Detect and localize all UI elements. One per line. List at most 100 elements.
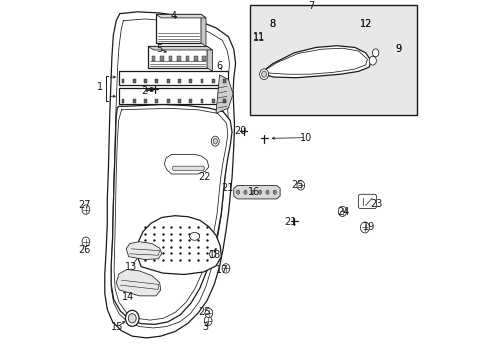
Polygon shape: [148, 46, 212, 50]
Polygon shape: [111, 104, 231, 324]
Polygon shape: [144, 99, 147, 103]
Polygon shape: [177, 57, 181, 60]
Polygon shape: [133, 79, 135, 83]
Polygon shape: [156, 14, 205, 18]
Polygon shape: [144, 79, 147, 83]
Polygon shape: [185, 57, 189, 60]
Text: 7: 7: [308, 1, 314, 12]
Text: 1: 1: [97, 82, 103, 92]
Text: 25: 25: [290, 180, 303, 190]
Ellipse shape: [82, 205, 90, 214]
FancyBboxPatch shape: [358, 194, 376, 208]
Ellipse shape: [222, 264, 229, 273]
Polygon shape: [200, 99, 203, 103]
Polygon shape: [166, 99, 169, 103]
Text: 15: 15: [110, 322, 123, 332]
Polygon shape: [202, 57, 205, 60]
Polygon shape: [261, 46, 370, 78]
Text: 11: 11: [253, 33, 265, 43]
Text: 16: 16: [248, 187, 260, 197]
Text: 2: 2: [141, 86, 147, 96]
Ellipse shape: [296, 181, 304, 190]
Polygon shape: [152, 57, 155, 60]
Polygon shape: [148, 46, 206, 68]
Polygon shape: [119, 71, 228, 85]
Text: 20: 20: [234, 126, 246, 135]
Polygon shape: [206, 46, 212, 71]
Ellipse shape: [204, 308, 212, 318]
Ellipse shape: [244, 190, 246, 194]
Polygon shape: [233, 185, 280, 199]
Text: 23: 23: [369, 199, 382, 209]
Ellipse shape: [125, 310, 139, 327]
Ellipse shape: [236, 190, 239, 194]
Ellipse shape: [372, 49, 378, 57]
Text: 12: 12: [360, 19, 372, 29]
Polygon shape: [201, 14, 205, 46]
Polygon shape: [164, 154, 208, 174]
Polygon shape: [104, 12, 235, 338]
Ellipse shape: [361, 42, 369, 51]
Text: 24: 24: [337, 207, 349, 217]
Ellipse shape: [265, 190, 268, 194]
Polygon shape: [160, 57, 163, 60]
Ellipse shape: [128, 314, 136, 323]
Ellipse shape: [211, 136, 219, 146]
Ellipse shape: [368, 56, 376, 65]
Text: 26: 26: [78, 244, 90, 255]
Polygon shape: [216, 75, 233, 113]
Text: 17: 17: [216, 265, 228, 275]
Text: 9: 9: [395, 44, 401, 54]
Ellipse shape: [209, 251, 215, 258]
Polygon shape: [116, 270, 161, 296]
Text: 10: 10: [299, 132, 311, 143]
Ellipse shape: [82, 237, 90, 246]
Polygon shape: [178, 99, 181, 103]
Text: 14: 14: [121, 292, 133, 302]
Text: 22: 22: [198, 172, 210, 182]
Text: 25: 25: [198, 307, 210, 317]
Polygon shape: [194, 57, 197, 60]
Ellipse shape: [273, 190, 276, 194]
Text: 9: 9: [395, 44, 401, 54]
Text: 8: 8: [269, 19, 275, 28]
Text: 4: 4: [170, 12, 177, 22]
Ellipse shape: [259, 69, 268, 80]
Text: 11: 11: [253, 32, 265, 42]
Polygon shape: [126, 242, 162, 260]
Polygon shape: [133, 99, 135, 103]
Ellipse shape: [189, 233, 199, 240]
Text: 3: 3: [202, 322, 208, 332]
Polygon shape: [156, 14, 201, 43]
Text: 27: 27: [78, 201, 90, 210]
Polygon shape: [166, 79, 169, 83]
Polygon shape: [211, 99, 214, 103]
Text: 8: 8: [269, 19, 275, 28]
Text: 21: 21: [284, 217, 296, 227]
Polygon shape: [155, 99, 158, 103]
Ellipse shape: [258, 190, 261, 194]
Polygon shape: [122, 99, 124, 103]
Ellipse shape: [213, 138, 217, 144]
Polygon shape: [223, 99, 225, 103]
Polygon shape: [168, 57, 172, 60]
Polygon shape: [155, 79, 158, 83]
Ellipse shape: [261, 71, 266, 77]
Polygon shape: [137, 216, 221, 274]
Ellipse shape: [338, 206, 346, 216]
Polygon shape: [119, 88, 228, 104]
Text: 18: 18: [209, 250, 221, 260]
Bar: [249, 5, 416, 115]
Text: 13: 13: [125, 262, 137, 272]
Text: 6: 6: [216, 61, 222, 71]
Text: 21: 21: [221, 183, 233, 193]
Polygon shape: [223, 79, 225, 83]
Polygon shape: [122, 79, 124, 83]
Polygon shape: [172, 166, 204, 170]
Ellipse shape: [360, 222, 369, 233]
Polygon shape: [189, 79, 192, 83]
Polygon shape: [211, 79, 214, 83]
Polygon shape: [200, 79, 203, 83]
Text: 19: 19: [363, 222, 375, 232]
Polygon shape: [189, 99, 192, 103]
